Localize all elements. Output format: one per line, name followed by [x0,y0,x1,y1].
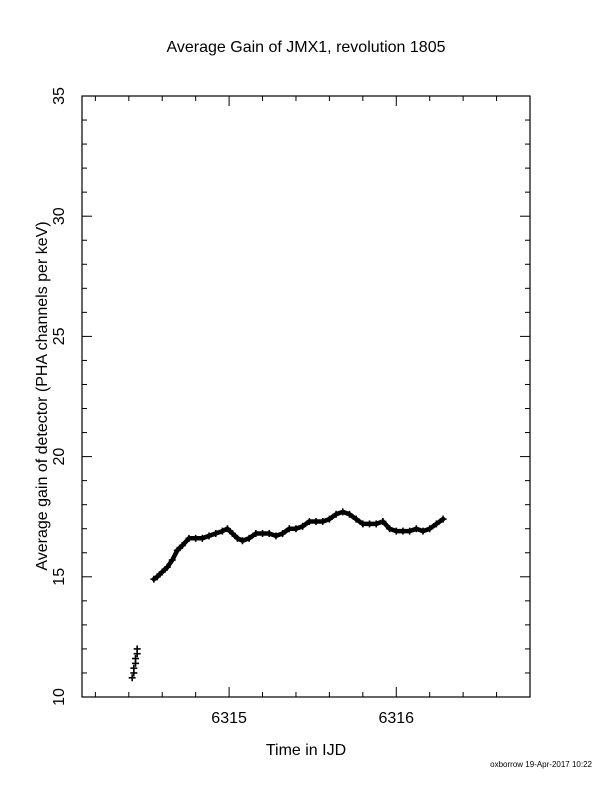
y-axis-label: Average gain of detector (PHA channels p… [34,221,51,570]
data-point [130,664,138,672]
tick-labels: 10 15 20 25 30 35 6315 6316 [51,87,414,727]
gain-trace [151,509,446,582]
data-points [128,508,447,682]
x-tick-label: 6316 [378,710,414,727]
plot-frame [81,95,531,698]
data-point [128,674,136,682]
data-point [133,645,141,653]
y-tick-label: 25 [51,327,68,345]
data-point [131,655,139,663]
x-tick-label: 6315 [211,710,247,727]
y-tick-label: 15 [51,568,68,586]
footer-credit: oxborrow 19-Apr-2017 10:22 [490,760,592,769]
x-axis-label: Time in IJD [266,742,346,759]
y-tick-label: 30 [51,207,68,225]
y-tick-label: 20 [51,448,68,466]
axis-ticks [82,95,531,698]
chart-title: Average Gain of JMX1, revolution 1805 [167,39,446,56]
y-tick-label: 10 [51,688,68,706]
y-tick-label: 35 [51,87,68,105]
